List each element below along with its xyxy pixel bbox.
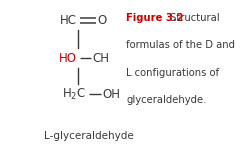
Text: formulas of the D and: formulas of the D and <box>126 40 235 50</box>
Text: HO: HO <box>59 52 77 65</box>
Text: CH: CH <box>93 52 110 65</box>
Text: H$_2$C: H$_2$C <box>62 87 86 102</box>
Text: L configurations of: L configurations of <box>126 68 219 78</box>
Text: L-glyceraldehyde: L-glyceraldehyde <box>44 131 133 141</box>
Text: HC: HC <box>60 14 77 27</box>
Text: glyceraldehyde.: glyceraldehyde. <box>126 95 207 105</box>
Text: Figure 3.2: Figure 3.2 <box>126 13 184 23</box>
Text: Structural: Structural <box>167 13 220 23</box>
Text: OH: OH <box>103 88 121 101</box>
Text: O: O <box>98 14 107 27</box>
